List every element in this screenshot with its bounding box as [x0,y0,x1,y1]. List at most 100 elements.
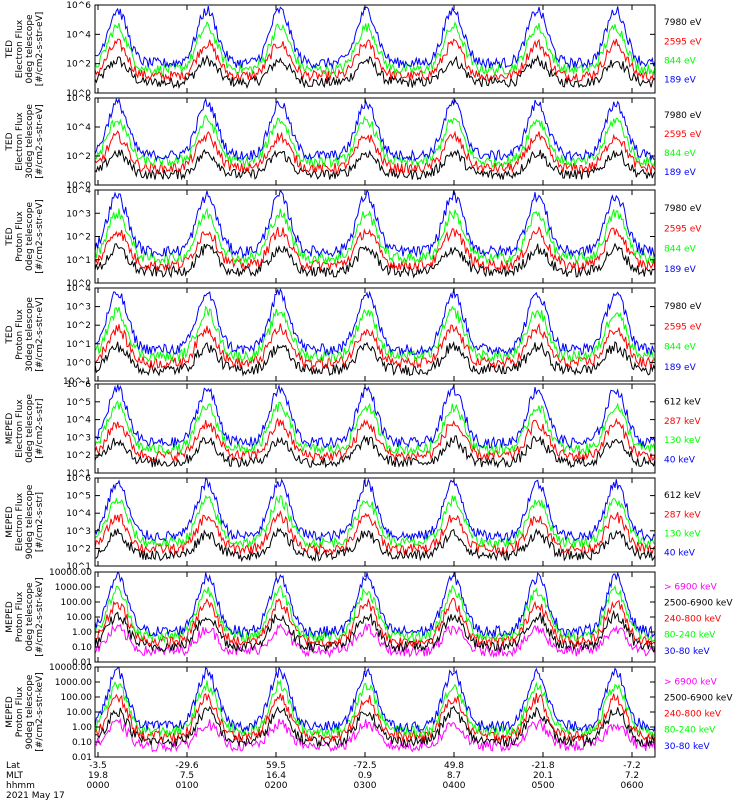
legend-entry: 80-240 keV [664,631,716,641]
legend-entry: 2595 eV [664,130,702,140]
y-tick-label: 10^1 [66,340,91,350]
y-tick-label: 10^2 [66,60,91,70]
y-axis-label: [#/cm2-s-str] [35,398,45,458]
y-tick-label: 10^0 [66,358,91,368]
y-tick-label: 10^6 [66,1,91,11]
y-tick-label: 100.00 [61,693,93,703]
y-axis-label: TED [5,40,15,59]
series-trace [95,98,655,163]
series-trace [95,434,655,469]
y-axis-label: TED [5,227,15,246]
y-tick-label: 10^1 [66,562,91,572]
y-axis-label: Electron Flux [15,492,25,551]
y-tick-label: 10^2 [66,233,91,243]
series-trace [95,322,655,371]
series-trace [95,622,655,659]
y-axis-label: 0deg telescope [25,14,35,84]
y-tick-label: 10.00 [66,613,92,623]
y-axis-label: Proton Flux [15,309,25,360]
legend-entry: 2595 eV [664,224,702,234]
x-tick-label: 0000 [87,781,110,791]
y-tick-label: 10^1 [66,256,91,266]
series-trace [95,679,655,739]
x-tick-label: 8.7 [447,771,461,781]
y-tick-label: 10^3 [66,209,91,219]
y-axis-label: TED [5,132,15,151]
series-trace [95,572,655,639]
legend-entry: 844 eV [664,245,697,255]
legend-entry: > 6900 keV [664,582,718,592]
legend-entry: 130 keV [664,436,701,446]
y-tick-label: 0.01 [72,658,92,668]
x-tick-label: 0300 [354,781,377,791]
series-trace [95,705,655,748]
y-axis-label: 90deg telescope [25,674,35,749]
series-trace [95,148,655,181]
legend-entry: > 6900 keV [664,677,718,687]
legend-entry: 189 eV [664,76,697,86]
y-tick-label: 10^-1 [63,377,91,387]
series-trace [95,400,655,456]
series-trace [95,38,655,83]
series-trace [95,305,655,364]
y-tick-label: 10^2 [66,152,91,162]
y-tick-label: 10.00 [66,708,92,718]
legend-entry: 844 eV [664,56,697,66]
y-tick-label: 10^3 [66,433,91,443]
legend-entry: 7980 eV [664,302,702,312]
legend-entry: 30-80 keV [664,647,710,657]
y-tick-label: 1000.00 [55,583,92,593]
series-trace [95,288,655,356]
y-axis-label: 30deg telescope [25,104,35,179]
y-tick-label: 0.10 [72,738,92,748]
panel-frame [94,477,656,567]
y-axis-label: Electron Flux [15,399,25,458]
y-axis-label: [#/cm2-s-str-eV] [35,104,45,179]
series-trace [95,190,655,259]
panel-frame [94,4,656,94]
legend-entry: 189 eV [664,363,697,373]
series-trace [95,114,655,169]
legend-entry: 2595 eV [664,322,702,332]
y-axis-label: [#/cm2-s-str-keV] [35,577,45,656]
panel-4: 10^-1 10^0 10^1 10^2 10^3 10^4 TED Proton Flux 3… [5,284,702,387]
legend-entry: 2500-6900 keV [664,694,733,704]
series-trace [95,340,655,377]
y-axis-label: MEPED [5,696,15,728]
series-trace [95,667,655,733]
y-axis-label: Proton Flux [15,591,25,642]
x-tick-label: 20.1 [533,771,553,781]
y-axis-label: MEPED [5,413,15,445]
y-axis-label: Electron Flux [15,112,25,171]
series-trace [95,478,655,543]
series-trace [95,225,655,273]
legend-entry: 612 keV [664,397,701,407]
y-axis-label: 0deg telescope [25,394,35,464]
x-tick-label: 0400 [443,781,466,791]
legend-entry: 80-240 keV [664,726,716,736]
series-trace [95,6,655,70]
y-axis-label: TED [5,325,15,344]
x-tick-label: 0500 [532,781,555,791]
y-tick-label: 100.00 [61,598,93,608]
series-trace [95,54,655,90]
y-tick-label: 10^0 [66,89,91,99]
y-tick-label: 1.00 [72,723,92,733]
y-tick-label: 10^4 [66,186,91,196]
legend-entry: 7980 eV [664,18,702,28]
x-tick-label: 59.5 [266,761,286,771]
x-tick-label: 19.8 [88,771,108,781]
legend-entry: 287 keV [664,417,701,427]
y-axis-label: [#/cm2-s-str-eV] [35,297,45,372]
panel-5: 10^1 10^2 10^3 10^4 10^5 10^6 MEPED Electron Fl… [5,380,701,479]
y-axis-label: MEPED [5,601,15,633]
legend-entry: 612 keV [664,491,701,501]
panel-8: 0.01 0.10 1.00 10.00 100.00 1000.00 10000.00 ME… [5,663,733,763]
x-tick-label: 0.9 [358,771,373,781]
y-axis-label: [#/cm2-s-str-eV] [35,199,45,274]
series-trace [95,584,655,644]
x-tick-label: 7.2 [625,771,639,781]
legend-entry: 844 eV [664,149,697,159]
y-tick-label: 10^0 [66,181,91,191]
panel-6: 10^1 10^2 10^3 10^4 10^5 10^6 MEPED Electron Fl… [5,474,701,572]
